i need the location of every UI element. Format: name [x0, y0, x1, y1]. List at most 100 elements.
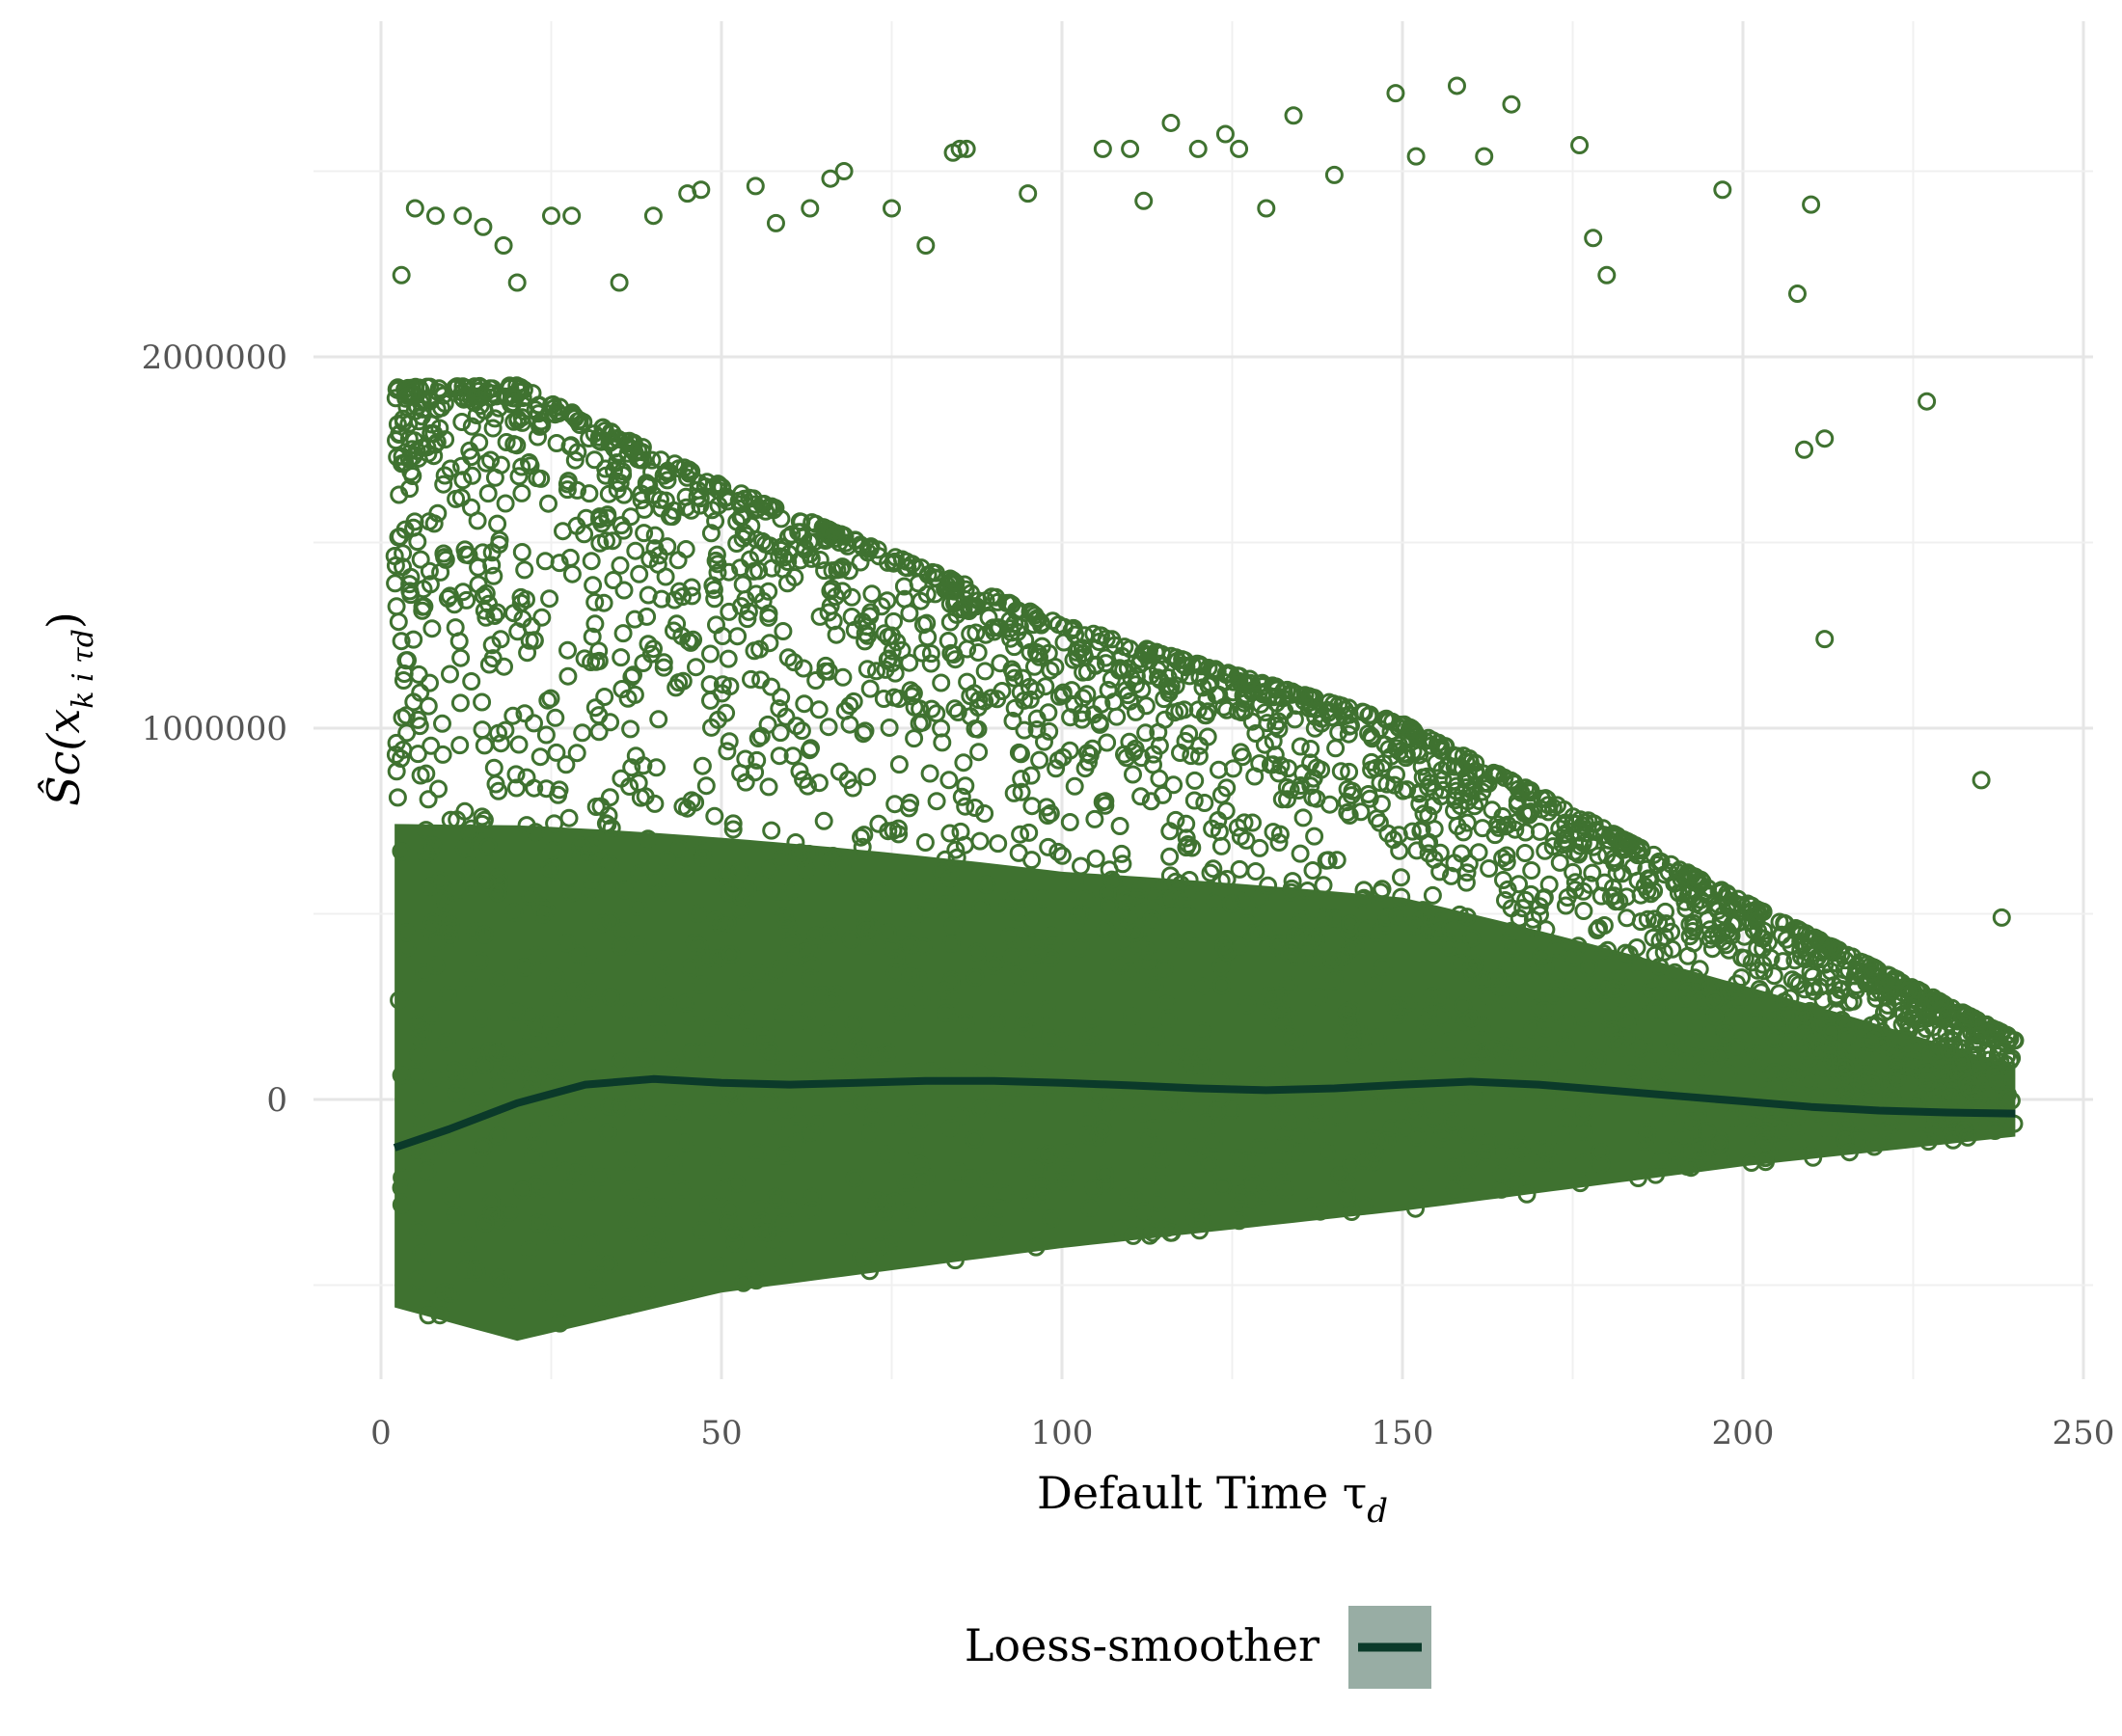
scatter-point [1556, 896, 1575, 915]
scatter-point [723, 814, 743, 833]
scatter-point [921, 654, 940, 673]
scatter-point [1918, 392, 1937, 411]
scatter-point [1036, 677, 1055, 696]
scatter-point [598, 1123, 617, 1142]
scatter-point [1084, 624, 1103, 643]
scatter-point [819, 1024, 838, 1044]
scatter-point [1246, 862, 1265, 881]
scatter-point [1619, 945, 1639, 963]
scatter-point [441, 810, 460, 829]
scatter-point [1136, 645, 1156, 665]
scatter-point [437, 1032, 456, 1051]
scatter-point [456, 1260, 476, 1279]
scatter-point [926, 563, 945, 583]
scatter-point [1703, 926, 1723, 945]
scatter-point [703, 576, 722, 595]
scatter-point [1131, 787, 1151, 806]
scatter-point [515, 1050, 534, 1070]
scatter-point [889, 1005, 909, 1024]
scatter-point [1268, 712, 1288, 731]
scatter-point [1131, 1103, 1151, 1123]
scatter-point [1466, 761, 1485, 780]
scatter-point [1782, 1077, 1802, 1097]
scatter-point [593, 1302, 612, 1321]
scatter-point [1374, 958, 1393, 976]
scatter-point [869, 814, 888, 833]
scatter-point [394, 740, 413, 759]
scatter-point [1691, 896, 1710, 915]
scatter-point [1327, 851, 1347, 870]
scatter-point [947, 848, 966, 867]
scatter-point [1054, 1172, 1074, 1191]
scatter-point [1457, 1125, 1477, 1144]
scatter-point [901, 870, 920, 889]
scatter-point [820, 917, 839, 936]
scatter-point [1836, 1058, 1855, 1077]
loess-smoother-layer [393, 1074, 2016, 1152]
scatter-point [1093, 139, 1112, 158]
scatter-point [507, 273, 527, 292]
scatter-point [1513, 899, 1533, 918]
scatter-point [630, 564, 649, 583]
scatter-point [474, 217, 493, 236]
scatter-point [1430, 988, 1450, 1007]
scatter-point [1337, 1187, 1356, 1207]
scatter-point [1807, 929, 1826, 948]
scatter-point [1073, 710, 1092, 729]
scatter-point [501, 378, 520, 397]
scatter-point [1124, 1226, 1143, 1245]
scatter-point [1302, 1197, 1320, 1216]
scatter-point [645, 526, 665, 545]
scatter-point [529, 427, 547, 447]
scatter-point [413, 597, 432, 616]
scatter-point [813, 518, 832, 537]
y-axis-title: Ŝc(xk i τd) [37, 611, 100, 806]
scatter-point [1104, 692, 1124, 712]
scatter-point [549, 988, 568, 1007]
scatter-point [1480, 859, 1499, 878]
scatter-point [532, 416, 552, 435]
scatter-point [855, 826, 874, 845]
scatter-point [1637, 1126, 1656, 1146]
scatter-point [1377, 1131, 1397, 1151]
scatter-point [462, 448, 481, 467]
scatter-point [945, 699, 965, 719]
scatter-point [1585, 814, 1604, 833]
scatter-point [1342, 786, 1361, 805]
scatter-point [1166, 810, 1185, 829]
scatter-point [700, 675, 720, 694]
scatter-point [446, 1206, 465, 1224]
scatter-point [423, 836, 443, 854]
scatter-point [906, 558, 925, 578]
scatter-point [621, 719, 640, 739]
scatter-point [426, 956, 446, 975]
scatter-point [1496, 891, 1514, 909]
scatter-point [1124, 765, 1142, 784]
scatter-point [536, 779, 556, 799]
scatter-point [1375, 915, 1395, 935]
scatter-point [870, 1237, 889, 1257]
scatter-point [1716, 1028, 1735, 1047]
scatter-point [420, 561, 439, 581]
scatter-point [447, 489, 466, 508]
scatter-point [748, 544, 768, 563]
scatter-point [821, 582, 840, 601]
scatter-point [678, 1007, 697, 1026]
scatter-point [1574, 902, 1593, 920]
scatter-point [589, 1281, 609, 1300]
scatter-point [1359, 724, 1378, 743]
scatter-point [1413, 768, 1432, 787]
scatter-point [392, 265, 411, 285]
scatter-point [860, 539, 880, 558]
scatter-point [647, 758, 666, 777]
scatter-point [680, 958, 699, 977]
scatter-point [612, 516, 631, 535]
scatter-point [1580, 959, 1598, 977]
scatter-point [1497, 846, 1516, 865]
scatter-point [898, 558, 917, 578]
scatter-point [1209, 685, 1228, 704]
scatter-point [1147, 899, 1166, 918]
scatter-point [1020, 823, 1039, 842]
scatter-point [1839, 992, 1859, 1012]
scatter-point [1144, 745, 1163, 764]
